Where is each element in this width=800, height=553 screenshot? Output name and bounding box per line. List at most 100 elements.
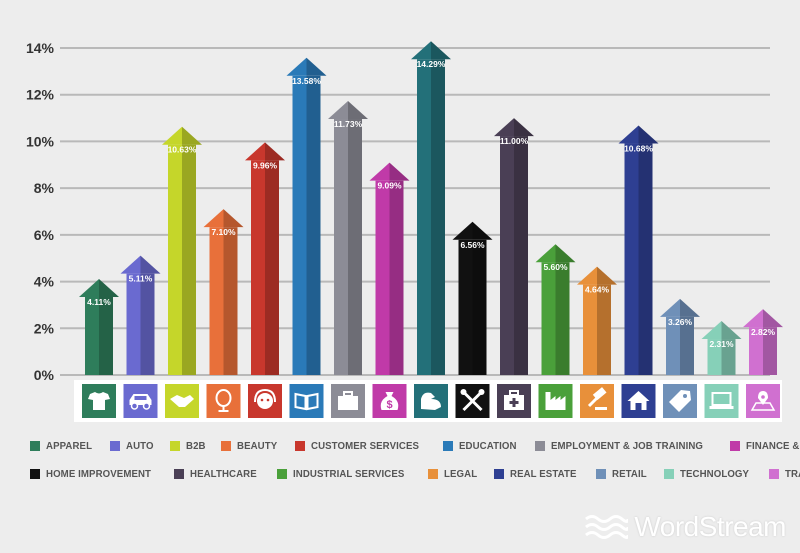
- legend-item: FINANCE & INSURANCE: [730, 440, 800, 452]
- bar-arrow-right: [306, 57, 327, 76]
- legend-swatch: [535, 441, 546, 451]
- legend-item: HOME IMPROVEMENT: [30, 468, 160, 480]
- legend-swatch: [664, 469, 675, 479]
- bar-arrow-right: [472, 221, 493, 240]
- bar-value-label: 2.31%: [709, 339, 734, 349]
- bar-body-right: [306, 75, 321, 375]
- bar-body-right: [721, 339, 736, 375]
- bar-arrow-right: [389, 162, 410, 181]
- bar-body-left: [541, 262, 556, 375]
- legend-item: B2B: [170, 440, 207, 452]
- bar-body-left: [624, 143, 639, 375]
- bar-industrial-services: 5.60%: [535, 244, 576, 375]
- bar-value-label: 5.60%: [543, 262, 568, 272]
- bar-body-left: [85, 297, 99, 375]
- bar-body-right: [638, 143, 653, 375]
- map-pin-icon: [746, 384, 780, 418]
- bar-body-left: [417, 59, 431, 375]
- legend-swatch: [295, 441, 306, 451]
- bar-arrow-left: [494, 118, 514, 137]
- bar-body-left: [375, 180, 390, 375]
- legend-swatch: [730, 441, 741, 451]
- bar-value-label: 4.64%: [585, 285, 610, 295]
- bar-arrow-right: [597, 266, 617, 285]
- bars: 4.11% 5.11% 10.63% 7.10% 9.96% 13.58% 11.73% 9.…: [79, 41, 783, 375]
- legend-label: APPAREL: [46, 440, 93, 452]
- bar-body-left: [334, 119, 348, 375]
- bar-home-improvement: 6.56%: [452, 221, 493, 375]
- legend-label: AUTO: [126, 440, 154, 452]
- bar-value-label: 4.11%: [87, 297, 111, 307]
- bar-fitness: 14.29%: [411, 41, 451, 375]
- bar-beauty: 7.10%: [203, 209, 244, 375]
- muscle-arm-icon: [414, 384, 448, 418]
- bar-arrow-left: [203, 209, 224, 228]
- bar-arrow-right: [555, 244, 576, 263]
- legend-item: RETAIL: [596, 468, 650, 480]
- legend-swatch: [110, 441, 121, 451]
- bar-arrow-left: [411, 41, 431, 60]
- y-tick-label: 8%: [34, 180, 55, 196]
- price-tag-icon: [663, 384, 697, 418]
- legend-swatch: [276, 469, 287, 479]
- legend: APPAREL AUTO B2B BEAUTY CUSTOMER SERVICES EDU…: [30, 437, 800, 493]
- legend-label: FINANCE & INSURANCE: [746, 440, 800, 452]
- bar-body-left: [251, 160, 265, 375]
- bar-body-left: [126, 273, 141, 375]
- bar-apparel: 4.11%: [79, 279, 119, 375]
- bar-arrow-left: [369, 162, 390, 181]
- bar-body-left: [707, 339, 722, 375]
- legend-label: B2B: [186, 440, 206, 452]
- bar-arrow-left: [452, 221, 473, 240]
- bar-arrow-left: [535, 244, 556, 263]
- bar-arrow-left: [328, 101, 348, 120]
- bar-body-left: [458, 239, 473, 375]
- svg-text:$: $: [386, 399, 392, 411]
- brand-logo: WordStream: [584, 511, 786, 543]
- bar-arrow-right: [223, 209, 244, 228]
- brand-name: WordStream: [634, 511, 786, 542]
- bar-arrow-right: [680, 298, 700, 317]
- legend-item: BEAUTY: [221, 440, 281, 452]
- legend-swatch: [170, 441, 181, 451]
- bar-body-right: [99, 297, 113, 375]
- legend-swatch: [596, 469, 607, 479]
- legend-label: REAL ESTATE: [509, 468, 577, 480]
- bar-arrow-right: [99, 279, 119, 298]
- bar-arrow-right: [514, 118, 534, 137]
- legend-item: EMPLOYMENT & JOB TRAINING: [535, 440, 716, 452]
- wordstream-wave-icon: [585, 515, 629, 539]
- bar-body-right: [472, 239, 487, 375]
- bar-body-right: [680, 316, 694, 375]
- bar-arrow-right: [431, 41, 451, 60]
- bar-value-label: 2.82%: [751, 327, 776, 337]
- factory-icon: [538, 384, 573, 418]
- bar-retail: 3.26%: [660, 298, 700, 375]
- legend-item: TECHNOLOGY: [664, 468, 755, 480]
- gavel-icon: [580, 384, 614, 418]
- y-tick-label: 14%: [26, 40, 55, 56]
- bar-arrow-left: [245, 142, 265, 161]
- bar-value-label: 10.63%: [168, 145, 197, 155]
- legend-label: CUSTOMER SERVICES: [311, 440, 420, 452]
- y-tick-label: 2%: [34, 320, 55, 336]
- bar-body-left: [500, 136, 514, 375]
- legend-swatch: [221, 441, 232, 451]
- bar-arrow-left: [743, 309, 763, 328]
- money-bag-icon: $: [372, 384, 407, 418]
- shirt-icon: [82, 384, 116, 418]
- bar-value-label: 9.09%: [377, 181, 402, 191]
- bar-body-right: [431, 59, 445, 375]
- bar-b-b: 10.63%: [162, 126, 202, 375]
- handshake-icon: [165, 384, 199, 418]
- bar-employment-job-training: 11.73%: [328, 101, 368, 375]
- legend-item: APPAREL: [30, 440, 96, 452]
- legend-swatch: [30, 469, 40, 479]
- bar-arrow-left: [162, 126, 182, 145]
- legend-row: APPAREL AUTO B2B BEAUTY CUSTOMER SERVICES EDU…: [30, 437, 800, 455]
- bar-arrow-left: [701, 321, 722, 340]
- bar-healthcare: 11.00%: [494, 118, 534, 375]
- bar-body-right: [265, 160, 279, 375]
- y-tick-label: 10%: [26, 133, 55, 149]
- bar-value-label: 10.68%: [624, 144, 653, 154]
